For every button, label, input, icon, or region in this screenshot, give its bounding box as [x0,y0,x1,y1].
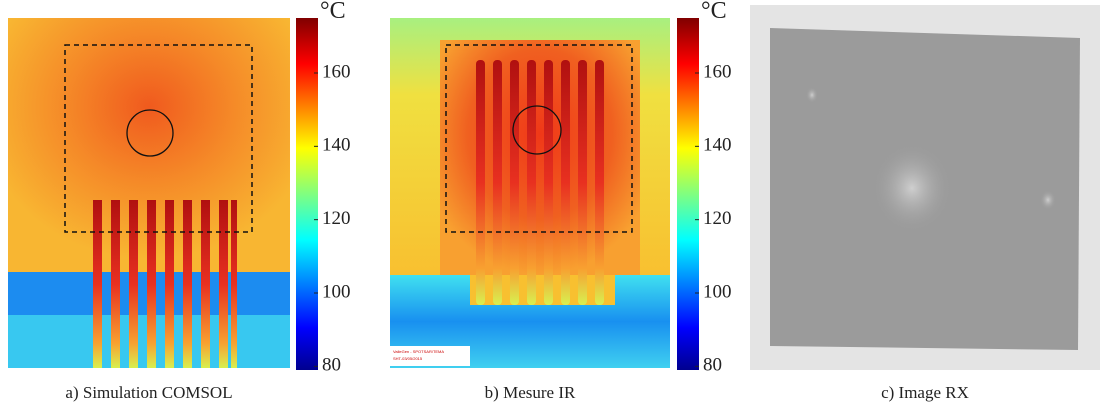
tick-label: 80 [322,355,341,376]
colorbar [677,18,699,370]
colorbar-unit: °C [320,0,346,24]
caption: b) Mesure IR [485,383,576,402]
tick-label: 100 [703,281,732,302]
tick-label: 140 [322,135,351,156]
tick-label: 140 [703,135,732,156]
caption: c) Image RX [881,383,969,402]
xray-image [750,5,1100,370]
tick-label: 160 [322,61,351,82]
stamp: ValleGen - SPOTSAR/TEMA [393,349,444,354]
colorbar-unit: °C [701,0,727,24]
tick-label: 100 [322,281,351,302]
simulation-image [8,18,290,368]
ir-image: ValleGen - SPOTSAR/TEMA SHT-03/05/2015 [390,18,670,368]
tick-label: 80 [703,355,722,376]
tick-label: 160 [703,61,732,82]
colorbar [296,18,318,370]
tick-label: 120 [322,208,351,229]
tick-label: 120 [703,208,732,229]
stamp: SHT-03/05/2015 [393,356,423,361]
caption: a) Simulation COMSOL [65,383,232,402]
